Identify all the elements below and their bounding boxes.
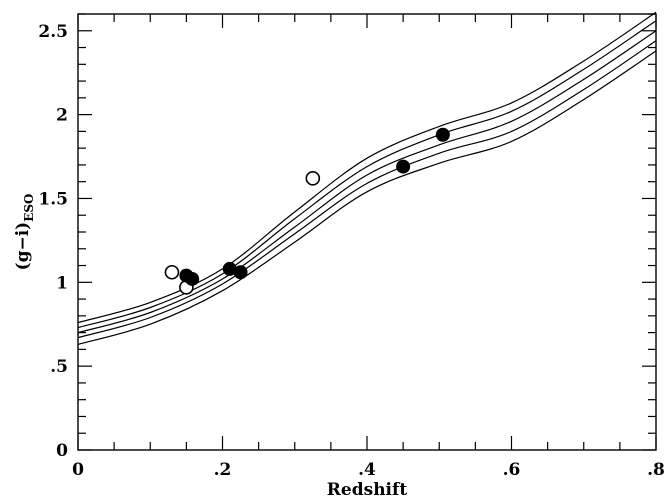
plot-frame	[78, 14, 656, 450]
model-curve-1	[78, 12, 656, 322]
y-axis-label-subscript: ESO	[22, 194, 36, 222]
x-tick-label: .6	[503, 460, 521, 480]
filled-point	[186, 272, 199, 285]
filled-point	[436, 128, 449, 141]
model-curve-4	[78, 41, 656, 338]
x-tick-label: .4	[358, 460, 376, 480]
y-tick-label: 1.5	[38, 189, 68, 209]
y-tick-label: .5	[50, 357, 68, 377]
x-tick-label: .8	[647, 460, 665, 480]
open-point	[165, 266, 178, 279]
axis-ticks	[78, 14, 656, 450]
filled-point	[234, 266, 247, 279]
open-point	[306, 172, 319, 185]
x-tick-label: 0	[72, 460, 84, 480]
model-curve-3	[78, 31, 656, 333]
x-tick-label: .2	[214, 460, 232, 480]
y-axis-label-group: (g−i)ESO	[13, 194, 36, 271]
y-tick-label: 1	[56, 273, 68, 293]
y-axis-label-main: (g−i)	[13, 222, 33, 271]
x-tick-labels: 0 .2 .4 .6 .8	[72, 460, 665, 480]
y-axis-label: (g−i)ESO	[13, 194, 36, 271]
model-curve-5	[78, 51, 656, 345]
y-tick-label: 0	[56, 441, 68, 461]
y-tick-label: 2.5	[38, 22, 68, 42]
y-tick-labels: 0 .5 1 1.5 2 2.5	[38, 22, 68, 461]
y-tick-label: 2	[56, 106, 68, 126]
x-axis-label: Redshift	[327, 480, 408, 498]
filled-point	[397, 160, 410, 173]
model-curve-2	[78, 21, 656, 328]
model-curves	[78, 12, 656, 344]
data-points	[165, 128, 449, 294]
